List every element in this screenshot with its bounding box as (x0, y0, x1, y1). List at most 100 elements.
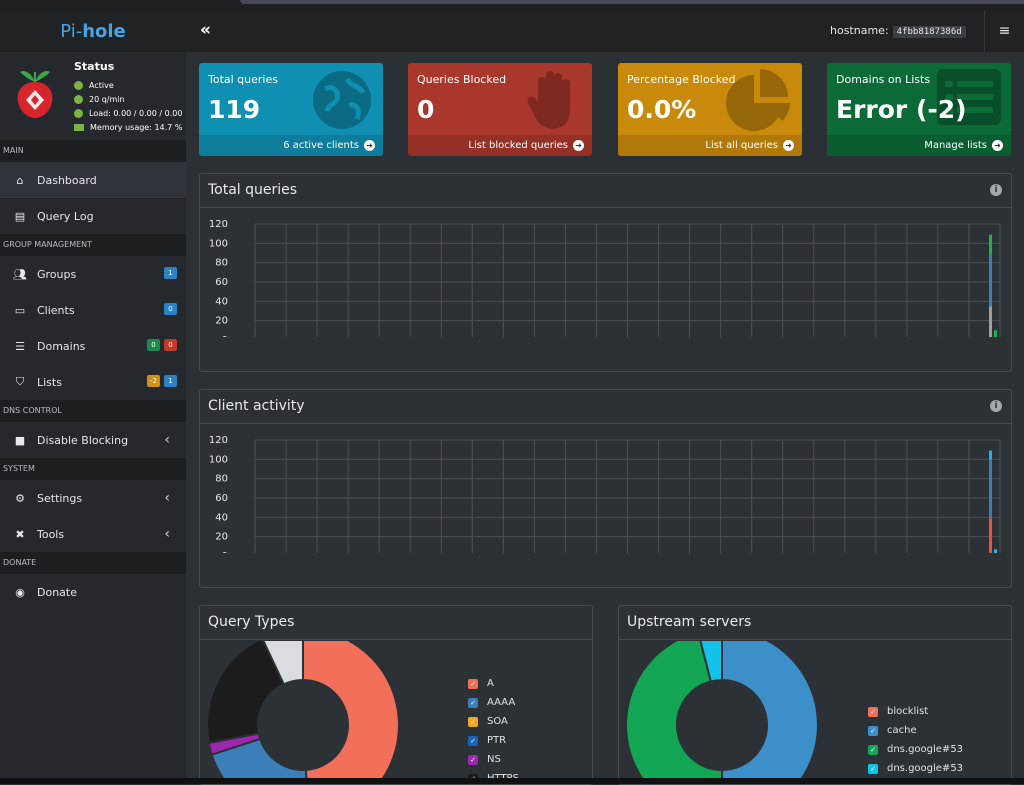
y-tick-label: 60 (215, 277, 228, 288)
nav-lists[interactable]: ⛉ Lists -2 1 (0, 364, 186, 400)
total-queries-chart: 02040608010012015:0016:0017:0018:0019:00… (209, 219, 1001, 337)
status-title: Status (74, 60, 115, 73)
nav-donate[interactable]: ◉ Donate (0, 574, 186, 610)
domains-deny-badge: 0 (164, 339, 177, 351)
y-tick-label: 20 (215, 316, 228, 327)
window-top-edge (0, 0, 1024, 10)
legend-checkbox-icon[interactable]: ✓ (868, 763, 878, 774)
pie-slice (206, 641, 286, 745)
window-title-strip (240, 0, 1024, 4)
status-load: Load: 0.00 / 0.00 / 0.00 (74, 109, 182, 118)
tools-icon: ✖ (15, 527, 25, 541)
legend-item[interactable]: ✓ NS (468, 750, 519, 769)
percentage-blocked-box: Percentage Blocked 0.0% List all queries… (618, 63, 802, 156)
pie-slice (210, 737, 308, 784)
section-main: MAIN (0, 140, 186, 162)
menu-button[interactable]: ≡ (984, 10, 1024, 52)
y-tick-label: 100 (209, 238, 228, 249)
info-icon[interactable]: i (990, 184, 1002, 196)
legend-item[interactable]: ✓ dns.google#53 (868, 759, 963, 778)
upstream-servers-legend: ✓ blocklist ✓ cache ✓ dns.google#53 ✓ dns.googl… (868, 702, 963, 778)
domains-on-lists-box: Domains on Lists Error (-2) Manage lists… (827, 63, 1011, 156)
nav-settings[interactable]: ⚙ Settings ‹ (0, 480, 186, 516)
legend-item[interactable]: ✓ cache (868, 721, 963, 740)
legend-label: blocklist (887, 706, 929, 717)
legend-label: dns.google#53 (887, 763, 964, 774)
query-types-legend: ✓A✓AAAA✓SOA✓PTR✓NS✓HTTPS (468, 674, 519, 784)
legend-item[interactable]: ✓ A (468, 674, 519, 693)
status-load-text: Load: 0.00 / 0.00 / 0.00 (89, 109, 183, 118)
logo-bold: hole (82, 20, 126, 42)
nav-settings-label: Settings (37, 491, 83, 505)
file-icon: ▤ (14, 209, 26, 223)
pie-slice (699, 641, 723, 683)
y-tick-label: 120 (209, 219, 228, 230)
info-icon[interactable]: i (990, 400, 1002, 412)
hostname: hostname: 4fbb8187386d (830, 24, 966, 38)
legend-checkbox-icon[interactable]: ✓ (868, 706, 878, 717)
list-all-queries-link[interactable]: List all queries ➜ (618, 135, 802, 156)
status-memory: Memory usage: 14.7 % (74, 123, 182, 132)
legend-checkbox-icon[interactable]: ✓ (468, 716, 478, 727)
legend-item[interactable]: ✓ dns.google#53 (868, 740, 963, 759)
manage-lists-link[interactable]: Manage lists ➜ (827, 135, 1011, 156)
donate-icon: ◉ (15, 585, 25, 599)
y-tick-label: 40 (215, 512, 228, 523)
list-all-queries-text: List all queries (705, 140, 778, 151)
nav-clients[interactable]: ▭ Clients 0 (0, 292, 186, 328)
query-types-chart (206, 641, 401, 784)
legend-item[interactable]: ✓ blocklist (868, 702, 963, 721)
legend-label: SOA (487, 716, 508, 727)
arrow-right-icon: ➜ (364, 140, 375, 151)
chevron-left-icon: ‹ (164, 432, 170, 448)
legend-checkbox-icon[interactable]: ✓ (468, 697, 478, 708)
legend-checkbox-icon[interactable]: ✓ (868, 725, 878, 736)
total-queries-value: 119 (208, 95, 261, 124)
nav-query-log[interactable]: ▤ Query Log (0, 198, 186, 234)
nav-groups[interactable]: 👥︎ Groups 1 (0, 256, 186, 292)
arrow-right-icon: ➜ (783, 140, 794, 151)
legend-label: AAAA (487, 697, 516, 708)
pie-slice (625, 641, 723, 784)
list-blocked-link[interactable]: List blocked queries ➜ (408, 135, 592, 156)
y-tick-label: 0 (222, 551, 228, 553)
y-tick-label: 80 (215, 474, 228, 485)
legend-label: dns.google#53 (887, 744, 964, 755)
pie-slice (262, 641, 304, 686)
groups-count-badge: 1 (164, 267, 177, 279)
bar-segment (989, 306, 992, 337)
legend-checkbox-icon[interactable]: ✓ (468, 735, 478, 746)
nav-tools[interactable]: ✖ Tools ‹ (0, 516, 186, 552)
legend-item[interactable]: ✓ AAAA (468, 693, 519, 712)
logo[interactable]: Pi-hole (0, 10, 186, 52)
status-memory-text: Memory usage: 14.7 % (90, 123, 183, 132)
logo-prefix: Pi- (60, 20, 83, 42)
legend-checkbox-icon[interactable]: ✓ (468, 754, 478, 765)
bar-segment (989, 518, 992, 553)
nav-disable-blocking[interactable]: ■ Disable Blocking ‹ (0, 422, 186, 458)
legend-checkbox-icon[interactable]: ✓ (468, 678, 478, 689)
bar-segment (989, 450, 992, 460)
arrow-right-icon: ➜ (573, 140, 584, 151)
total-queries-box: Total queries 119 6 active clients ➜ (199, 63, 383, 156)
nav-groups-label: Groups (37, 267, 77, 281)
sidebar-toggle-button[interactable]: « (200, 20, 211, 40)
legend-item[interactable]: ✓ SOA (468, 712, 519, 731)
y-tick-label: 40 (215, 296, 228, 307)
domains-on-lists-label: Domains on Lists (836, 73, 931, 86)
legend-checkbox-icon[interactable]: ✓ (868, 744, 878, 755)
pie-slice (302, 641, 401, 784)
pie-slice (721, 641, 819, 784)
stop-icon: ■ (14, 433, 26, 447)
legend-label: NS (487, 754, 501, 765)
status-active: Active (74, 81, 114, 90)
status-panel: Status Active 20 q/min Load: 0.00 / 0.00… (0, 52, 186, 140)
active-clients-link[interactable]: 6 active clients ➜ (199, 135, 383, 156)
globe-icon (313, 71, 371, 129)
nav-domains[interactable]: ☰ Domains 0 0 (0, 328, 186, 364)
laptop-icon: ▭ (14, 303, 26, 317)
legend-item[interactable]: ✓ PTR (468, 731, 519, 750)
nav-dashboard[interactable]: ⌂ Dashboard (0, 162, 186, 198)
y-tick-label: 80 (215, 258, 228, 269)
legend-label: PTR (487, 735, 507, 746)
